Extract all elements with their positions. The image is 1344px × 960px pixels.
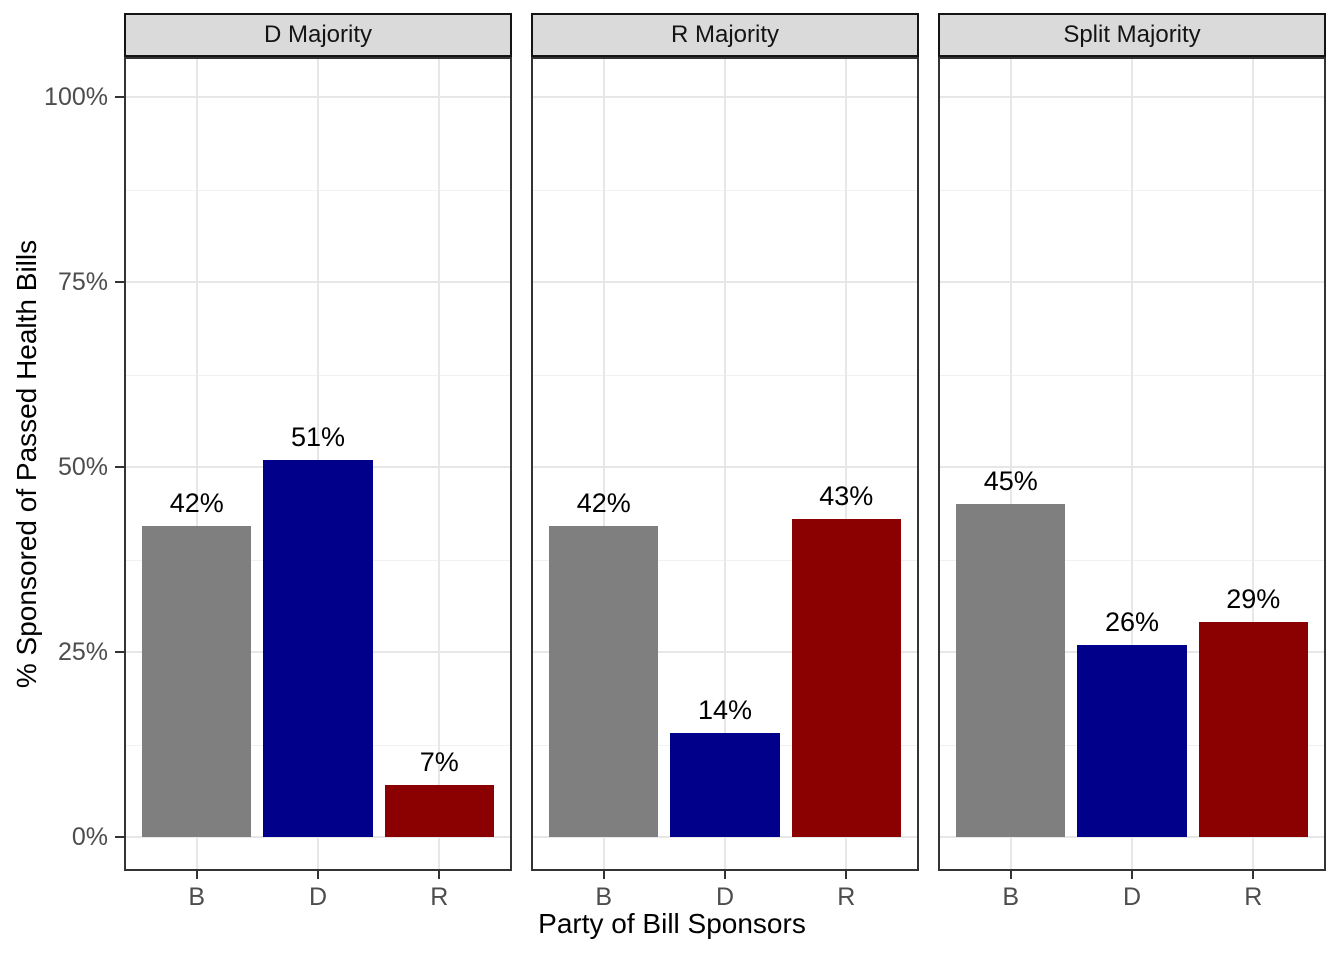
y-axis-tick xyxy=(115,466,124,468)
x-tick-label-r: R xyxy=(430,883,449,911)
x-axis-tick xyxy=(602,871,605,879)
x-tick-label-r: R xyxy=(837,883,856,911)
y-axis-tick xyxy=(115,836,124,838)
bar-d xyxy=(263,459,373,837)
x-tick-label-d: D xyxy=(715,883,735,911)
y-tick-label: 100% xyxy=(44,83,108,111)
facet-strip: Split Majority xyxy=(938,13,1326,57)
y-tick-label: 75% xyxy=(57,268,108,296)
facet-strip-label: R Majority xyxy=(670,21,779,48)
bar-value-label: 7% xyxy=(419,747,459,778)
bar-b xyxy=(549,526,659,837)
x-axis-tick xyxy=(438,871,441,879)
gridline-major-v xyxy=(195,59,198,869)
x-tick-label-b: B xyxy=(595,883,613,911)
facet-panel: 45% 26% 29% xyxy=(938,57,1326,871)
bar-value-label: 45% xyxy=(983,466,1038,496)
bar-value-label: 14% xyxy=(697,695,753,726)
x-tick-label-r: R xyxy=(1244,883,1263,911)
facet-panel: 42% 51% 7% xyxy=(124,57,512,871)
bar-value-label: 42% xyxy=(576,488,631,519)
x-axis-tick xyxy=(1009,871,1012,879)
bar-value-label: 51% xyxy=(290,421,346,452)
gridline-major-v xyxy=(845,59,848,869)
gridline-major-v xyxy=(1252,59,1255,869)
gridline-major-v xyxy=(1131,59,1133,869)
x-axis-tick xyxy=(195,871,198,879)
y-tick-label: 0% xyxy=(71,823,108,851)
bar-d xyxy=(1077,644,1187,837)
bar-value-label: 43% xyxy=(819,480,874,511)
facet-panel: 42% 14% 43% xyxy=(531,57,919,871)
x-axis-title: Party of Bill Sponsors xyxy=(538,908,806,939)
facet-strip: D Majority xyxy=(124,13,512,57)
x-axis-tick xyxy=(724,871,726,879)
facet-strip: R Majority xyxy=(531,13,919,57)
bar-d xyxy=(670,733,780,837)
x-tick-label-d: D xyxy=(1122,883,1142,911)
bar-r xyxy=(384,785,494,837)
gridline-major-v xyxy=(1009,59,1012,869)
facet-strip-label: D Majority xyxy=(263,21,372,48)
x-axis-tick xyxy=(1252,871,1255,879)
bar-value-label: 29% xyxy=(1226,584,1281,615)
y-tick-label: 25% xyxy=(57,638,108,666)
y-axis-tick xyxy=(115,651,124,653)
bar-value-label: 42% xyxy=(169,488,224,519)
bar-b xyxy=(956,504,1066,837)
bar-r xyxy=(1198,622,1308,837)
y-axis-tick xyxy=(115,281,124,283)
x-axis-tick xyxy=(845,871,848,879)
facet-strip-label: Split Majority xyxy=(1063,21,1201,48)
bar-r xyxy=(791,518,901,837)
x-tick-label-b: B xyxy=(1002,883,1020,911)
bar-b xyxy=(142,526,252,837)
y-tick-label: 50% xyxy=(57,453,108,481)
x-tick-label-d: D xyxy=(308,883,328,911)
bar-value-label: 26% xyxy=(1104,606,1160,637)
gridline-major-v xyxy=(602,59,605,869)
x-axis-tick xyxy=(317,871,319,879)
x-axis-tick xyxy=(1131,871,1133,879)
x-tick-label-b: B xyxy=(188,883,206,911)
gridline-major-v xyxy=(724,59,726,869)
gridline-major-v xyxy=(438,59,441,869)
y-axis-tick xyxy=(115,96,124,98)
